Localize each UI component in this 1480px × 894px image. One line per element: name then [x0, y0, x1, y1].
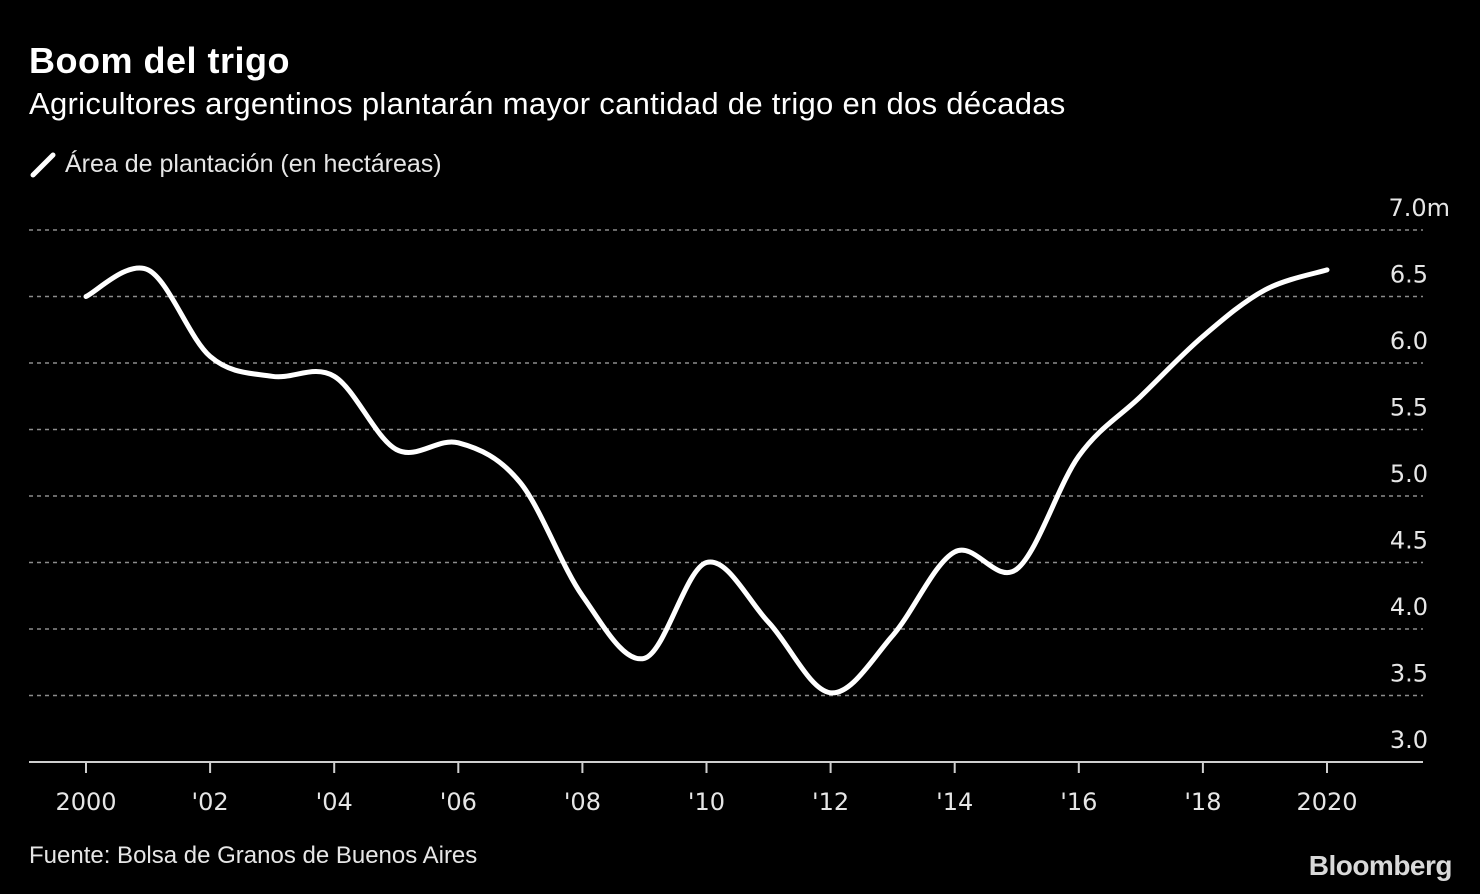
legend-label: Área de plantación (en hectáreas)	[65, 150, 442, 178]
y-tick-label: 5.5	[1390, 394, 1428, 422]
chart-title: Boom del trigo	[29, 40, 290, 81]
x-axis	[29, 761, 1423, 773]
grid-lines	[29, 229, 1423, 697]
y-tick-label: 4.5	[1390, 527, 1428, 555]
bloomberg-logo: Bloomberg	[1308, 850, 1453, 881]
y-tick-label: 7.0m	[1388, 194, 1450, 222]
x-axis-labels: 2000 '02 '04 '06 '08 '10 '12 '14 '16 '18 2020	[55, 788, 1357, 816]
y-tick-label: 5.0	[1390, 460, 1428, 488]
x-tick-label: '18	[1184, 788, 1221, 816]
x-tick-label: 2000	[55, 788, 116, 816]
y-tick-label: 3.5	[1390, 660, 1428, 688]
y-tick-label: 6.0	[1390, 327, 1428, 355]
x-tick-label: '06	[440, 788, 477, 816]
series-layer	[83, 265, 1330, 696]
x-tick-label: '02	[192, 788, 229, 816]
y-tick-label: 6.5	[1390, 261, 1428, 289]
chart-subtitle: Agricultores argentinos plantarán mayor …	[29, 86, 1066, 121]
y-axis-labels: 3.0 3.5 4.0 4.5 5.0 5.5 6.0 6.5 7.0m	[1388, 194, 1450, 754]
x-tick-label: 2020	[1296, 788, 1357, 816]
source-note: Fuente: Bolsa de Granos de Buenos Aires	[29, 842, 478, 869]
series-line	[83, 265, 1330, 696]
x-tick-label: '14	[936, 788, 973, 816]
legend: Área de plantación (en hectáreas)	[29, 150, 442, 179]
x-tick-label: '08	[564, 788, 601, 816]
y-tick-label: 4.0	[1390, 593, 1428, 621]
y-tick-label: 3.0	[1390, 726, 1428, 754]
x-tick-label: '04	[316, 788, 353, 816]
x-tick-label: '12	[812, 788, 849, 816]
x-tick-label: '16	[1060, 788, 1097, 816]
diagonal-line-icon	[29, 151, 57, 179]
x-tick-label: '10	[688, 788, 725, 816]
